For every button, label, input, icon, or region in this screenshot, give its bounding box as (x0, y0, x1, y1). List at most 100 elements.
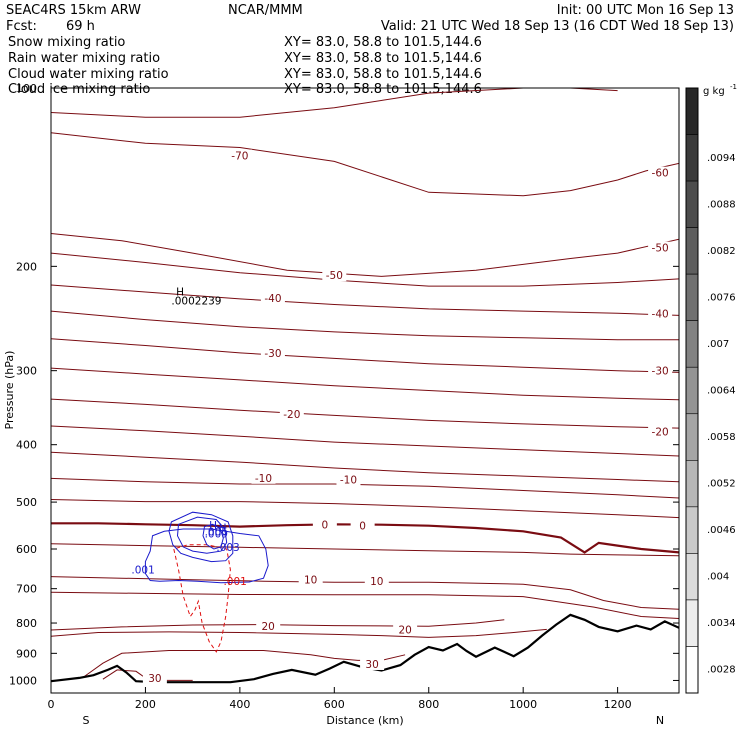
temperature-contour-label: 20 (262, 621, 275, 633)
contour-label-bg (260, 291, 285, 304)
temperature-contour-label: -30 (264, 348, 281, 360)
contour-labels: -70 -60 -50 -50 -40 -40 -30 -30 -20 -20 -10 -10 0 0 10… (131, 149, 673, 685)
colorbar-segment (685, 273, 699, 321)
y-tick-label: 300 (16, 365, 37, 378)
legend-xy-cloud-water: XY= 83.0, 58.8 to 101.5,144.6 (284, 67, 482, 82)
colorbar-segment (685, 320, 699, 368)
temperature-contour (51, 132, 679, 197)
colorbar-tick-label: .0028 (707, 665, 736, 676)
temperature-contour (51, 591, 679, 619)
legend-name-cloud-ice: Cloud ice mixing ratio (8, 82, 150, 97)
y-tick-label: 600 (16, 543, 37, 556)
cloud-water-contour (202, 523, 224, 550)
annotation-text: H (209, 520, 217, 532)
contour-label-bg (312, 518, 337, 531)
x-end-label-north: N (656, 714, 664, 727)
temperature-contour (51, 338, 679, 373)
colorbar-unit: g kg (703, 86, 725, 97)
temperature-contour-label: 20 (398, 624, 411, 636)
colorbar-unit-exponent: -1 (730, 83, 737, 91)
annotation-text: H (219, 522, 227, 534)
cloud-water-contour (176, 516, 228, 554)
temperature-contour (51, 284, 679, 316)
y-tick-label: 200 (16, 260, 37, 273)
temperature-contour (51, 619, 505, 631)
x-end-label-south: S (83, 714, 90, 727)
contour-label-bg (279, 407, 304, 420)
colorbar: .0094 .0088 .0082 .0076 .007 .0064 .0058 .0052.… (685, 87, 736, 694)
contour-label-bg (648, 307, 673, 320)
colorbar-tick-label: .0076 (707, 292, 736, 303)
temperature-contour (51, 233, 679, 277)
cloud-water-contour-label: .005 (205, 526, 228, 538)
legend-xy-snow: XY= 83.0, 58.8 to 101.5,144.6 (284, 35, 482, 50)
temperature-contour-label: 30 (365, 659, 378, 671)
colorbar-segment (685, 180, 699, 228)
temperature-contour-label: -40 (264, 293, 281, 305)
x-tick-label: 1200 (604, 698, 632, 711)
colorbar-frame (685, 87, 699, 694)
contour-label-bg (256, 620, 281, 633)
cloud-water-contour (144, 528, 269, 584)
y-tick-label: 400 (16, 439, 37, 452)
y-tick-label: 800 (16, 617, 37, 630)
x-tick-label: 200 (135, 698, 156, 711)
temperature-contour (51, 576, 679, 610)
colorbar-tick-label: .0064 (707, 386, 736, 397)
temperature-contour-label: -50 (652, 243, 669, 255)
temperature-contour-label: -50 (326, 270, 343, 282)
y-tick-label: 100 (16, 82, 37, 95)
colorbar-segment (685, 413, 699, 461)
contour-label-bg (393, 623, 418, 636)
legend-xy-cloud-ice: XY= 83.0, 58.8 to 101.5,144.6 (284, 82, 482, 97)
contour-label-bg (648, 364, 673, 377)
y-tick-label: 1000 (9, 674, 37, 687)
temperature-contour (51, 477, 679, 499)
colorbar-segment (685, 134, 699, 182)
temperature-contour-label: -10 (340, 475, 357, 487)
contour-label-bg (360, 657, 385, 670)
temperature-contour (51, 425, 679, 457)
rain-water-contour-label: .001 (223, 576, 246, 588)
colorbar-tick-label: .0034 (707, 618, 736, 629)
temperature-contour-label: -20 (652, 426, 669, 438)
contour-label-bg (364, 575, 389, 588)
plot-frame (50, 87, 680, 694)
temperature-contour-label: 0 (322, 519, 329, 531)
annotation-text: .0002239 (171, 296, 221, 308)
annotation-text: H (176, 287, 184, 299)
x-tick-label: 800 (418, 698, 439, 711)
x-tick-label: 400 (229, 698, 250, 711)
colorbar-segment (685, 646, 699, 694)
contour-label-bg (227, 149, 252, 162)
colorbar-tick-label: .0088 (707, 199, 736, 210)
legend-name-cloud-water: Cloud water mixing ratio (8, 67, 169, 82)
cloud-water-contour (168, 511, 234, 563)
temperature-contour-label: -30 (652, 366, 669, 378)
valid-time: Valid: 21 UTC Wed 18 Sep 13 (16 CDT Wed … (381, 19, 734, 34)
temperature-contour (51, 628, 547, 638)
y-tick-label: 500 (16, 496, 37, 509)
colorbar-tick-label: .0058 (707, 432, 736, 443)
temperature-contour-label: 10 (304, 575, 317, 587)
colorbar-tick-label: .007 (707, 339, 729, 350)
temperature-contour (83, 650, 406, 678)
temperature-contour (51, 499, 679, 519)
legend-name-rain: Rain water mixing ratio (8, 51, 160, 66)
y-tick-label: 700 (16, 583, 37, 596)
contour-label-bg (298, 573, 323, 586)
colorbar-segment (685, 227, 699, 275)
terrain-line (51, 613, 679, 684)
temperature-contour (102, 669, 193, 681)
contour-label-bg (142, 671, 167, 684)
contour-layer (51, 88, 679, 684)
init-time: Init: 00 UTC Mon 16 Sep 13 (557, 3, 734, 18)
contour-label-bg (260, 346, 285, 359)
y-tick-label: 900 (16, 647, 37, 660)
contour-label-bg (336, 473, 361, 486)
y-axis-label: Pressure (hPa) (3, 351, 16, 430)
colorbar-tick-label: .0046 (707, 525, 736, 536)
cloud-water-contour-label: .001 (131, 565, 154, 577)
contour-label-bg (648, 166, 673, 179)
